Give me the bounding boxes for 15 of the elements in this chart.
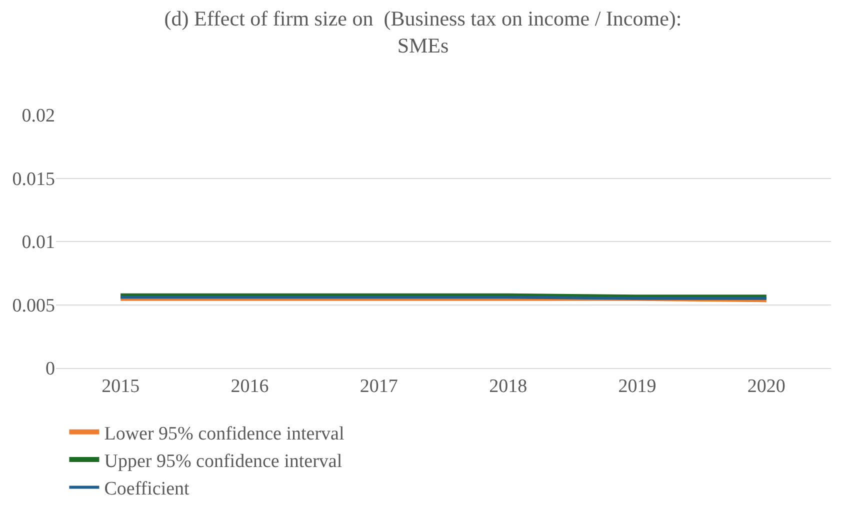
y-tick-label: 0 <box>46 358 55 380</box>
legend-label: Upper 95% confidence interval <box>104 450 342 472</box>
x-tick-label: 2018 <box>489 376 528 397</box>
y-tick-label: 0.01 <box>22 232 55 254</box>
x-tick-label: 2019 <box>618 376 656 397</box>
chart-title: (d) Effect of firm size on (Business tax on income / Income): SMEs <box>164 6 682 58</box>
y-tick-label: 0.015 <box>12 168 55 190</box>
x-tick-label: 2015 <box>102 376 140 397</box>
y-tick-label: 0.005 <box>12 295 55 316</box>
x-tick-label: 2016 <box>230 376 269 397</box>
y-tick-label: 0.02 <box>22 106 55 127</box>
x-tick-label: 2017 <box>360 376 398 397</box>
x-tick-label: 2020 <box>747 376 786 397</box>
legend-label: Lower 95% confidence interval <box>104 423 344 444</box>
legend-label: Coefficient <box>104 478 190 500</box>
